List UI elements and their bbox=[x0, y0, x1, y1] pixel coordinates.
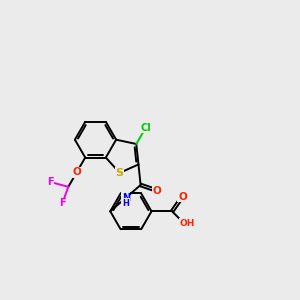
Text: F: F bbox=[47, 177, 54, 187]
Text: F: F bbox=[59, 198, 65, 208]
Text: N: N bbox=[122, 193, 130, 203]
Text: O: O bbox=[153, 186, 161, 196]
Text: O: O bbox=[73, 167, 82, 177]
Text: Cl: Cl bbox=[140, 123, 151, 133]
Text: OH: OH bbox=[180, 219, 195, 228]
Text: H: H bbox=[122, 199, 129, 208]
Text: O: O bbox=[178, 192, 187, 202]
Text: S: S bbox=[116, 168, 124, 178]
